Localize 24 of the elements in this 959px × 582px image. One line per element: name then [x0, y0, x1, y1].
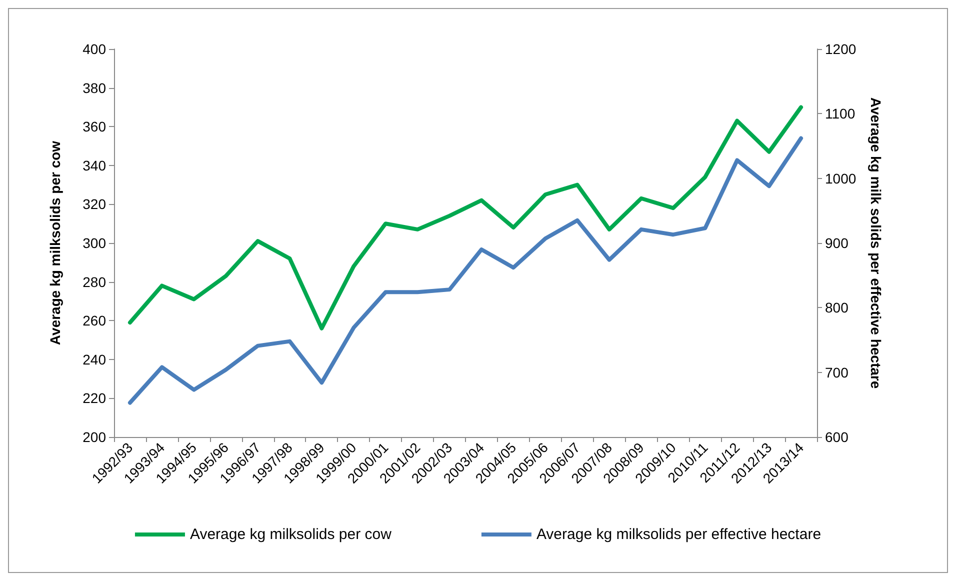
y2-tick-label: 600 [825, 429, 849, 445]
y2-tick-label: 1100 [825, 106, 856, 122]
y2-tick-label: 700 [825, 364, 849, 380]
y2-tick-label: 900 [825, 235, 849, 251]
legend-label: Average kg milksolids per effective hectare [536, 526, 822, 543]
legend-label: Average kg milksolids per cow [190, 526, 392, 543]
line-series [128, 136, 804, 405]
y2-axis-title: Average kg milk solids per effective hectare [868, 97, 884, 389]
y-axis-title: Average kg milksolids per cow [47, 140, 63, 346]
y-tick-label: 260 [82, 312, 106, 329]
y2-tick-label: 1200 [825, 41, 856, 57]
y-tick-label: 340 [82, 157, 106, 174]
y-tick-label: 220 [82, 390, 106, 406]
y-tick-label: 280 [82, 274, 106, 290]
y2-tick-label: 1000 [825, 170, 856, 186]
y-tick-label: 400 [82, 41, 106, 57]
y-tick-label: 360 [82, 118, 106, 135]
line-series [128, 105, 804, 330]
y-tick-label: 320 [82, 196, 106, 212]
y-tick-label: 200 [82, 429, 106, 445]
y-tick-label: 240 [82, 351, 106, 368]
y2-tick-label: 800 [825, 300, 849, 316]
y-tick-label: 300 [82, 235, 106, 251]
y-tick-label: 380 [82, 80, 106, 96]
